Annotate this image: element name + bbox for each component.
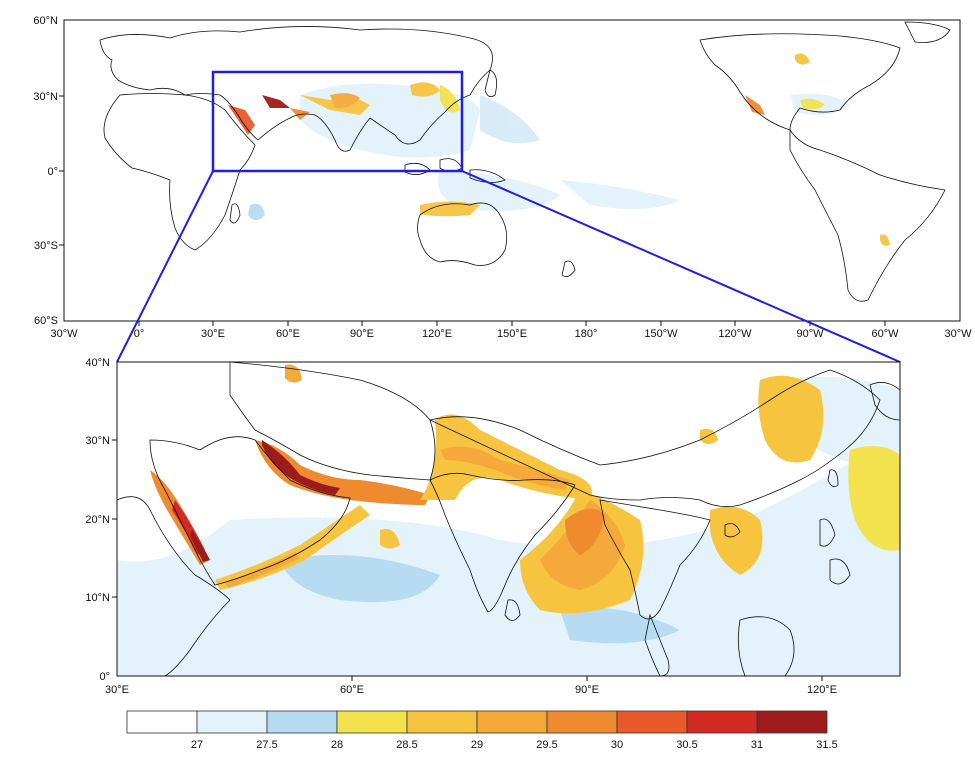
zoom-coastlines bbox=[117, 362, 900, 676]
global-lon-axis: 30°W 0° 30°E 60°E 90°E 120°E 150°E 180° … bbox=[50, 328, 972, 340]
global-tick-marks bbox=[59, 95, 886, 326]
zoom-lon-label: 30°E bbox=[105, 684, 129, 696]
global-coastlines bbox=[99, 21, 951, 302]
global-map-frame bbox=[63, 19, 961, 322]
zoom-lat-axis: 40°N 30°N 20°N 10°N 0° bbox=[85, 357, 110, 683]
zoom-lon-axis: 30°E 60°E 90°E 120°E bbox=[105, 684, 837, 696]
global-lon-label: 90°E bbox=[350, 328, 374, 340]
colorbar-box bbox=[616, 710, 688, 734]
zoom-lon-label: 120°E bbox=[807, 684, 837, 696]
global-lon-label: 150°E bbox=[497, 328, 527, 340]
colorbar-box bbox=[126, 710, 198, 734]
global-sst-shading bbox=[228, 53, 890, 246]
colorbar-box bbox=[266, 710, 338, 734]
connector-line-left bbox=[116, 170, 214, 363]
colorbar-label: 28.5 bbox=[396, 739, 417, 751]
zoom-lat-label: 30°N bbox=[85, 435, 110, 447]
zoom-sst-shading bbox=[117, 364, 900, 676]
global-lon-label: 30°E bbox=[201, 328, 225, 340]
zoom-lat-label: 0° bbox=[99, 671, 110, 683]
colorbar-label: 30 bbox=[611, 739, 623, 751]
zoom-map: 40°N 30°N 20°N 10°N 0° 30°E 60°E 90°E 12… bbox=[85, 357, 901, 696]
zoom-lat-label: 40°N bbox=[85, 357, 110, 369]
colorbar-label: 28 bbox=[331, 739, 343, 751]
global-lon-label: 150°W bbox=[644, 328, 678, 340]
colorbar-box bbox=[336, 710, 408, 734]
global-lat-label: 30°N bbox=[33, 91, 58, 103]
colorbar-boxes bbox=[126, 710, 828, 734]
global-lat-axis: 60°N 30°N 0° 30°S 60°S bbox=[33, 15, 58, 327]
colorbar-box bbox=[196, 710, 268, 734]
global-lat-label: 60°S bbox=[34, 315, 58, 327]
global-lon-label: 60°W bbox=[871, 328, 899, 340]
global-lon-label: 0° bbox=[134, 328, 145, 340]
global-map: 60°N 30°N 0° 30°S 60°S 30°W 0° 30°E 60°E… bbox=[33, 15, 972, 340]
zoom-lon-label: 90°E bbox=[575, 684, 599, 696]
connector-line-right bbox=[461, 170, 901, 363]
colorbar-label: 29.5 bbox=[536, 739, 557, 751]
global-lon-label: 90°W bbox=[796, 328, 824, 340]
global-lat-label: 0° bbox=[47, 166, 58, 178]
inset-region-box bbox=[211, 70, 464, 173]
global-lat-label: 60°N bbox=[33, 15, 58, 27]
colorbar-labels: 27 27.5 28 28.5 29 29.5 30 30.5 31 31.5 bbox=[191, 739, 838, 751]
zoom-lon-label: 60°E bbox=[340, 684, 364, 696]
colorbar-box bbox=[686, 710, 758, 734]
colorbar-label: 31 bbox=[751, 739, 763, 751]
zoom-lat-label: 10°N bbox=[85, 592, 110, 604]
colorbar-box bbox=[756, 710, 828, 734]
zoom-lat-label: 20°N bbox=[85, 514, 110, 526]
global-lon-label: 120°E bbox=[422, 328, 452, 340]
global-lat-label: 30°S bbox=[34, 240, 58, 252]
zoom-tick-marks bbox=[112, 439, 823, 681]
global-lon-label: 60°E bbox=[276, 328, 300, 340]
colorbar: 27 27.5 28 28.5 29 29.5 30 30.5 31 31.5 bbox=[126, 710, 838, 751]
colorbar-box bbox=[406, 710, 478, 734]
colorbar-box bbox=[546, 710, 618, 734]
global-lon-label: 30°W bbox=[50, 328, 78, 340]
colorbar-box bbox=[476, 710, 548, 734]
colorbar-label: 30.5 bbox=[676, 739, 697, 751]
colorbar-label: 31.5 bbox=[816, 739, 837, 751]
colorbar-label: 29 bbox=[471, 739, 483, 751]
global-lon-label: 180° bbox=[575, 328, 598, 340]
colorbar-label: 27 bbox=[191, 739, 203, 751]
global-lon-label: 120°W bbox=[718, 328, 752, 340]
colorbar-label: 27.5 bbox=[256, 739, 277, 751]
global-lon-label: 30°W bbox=[944, 328, 972, 340]
